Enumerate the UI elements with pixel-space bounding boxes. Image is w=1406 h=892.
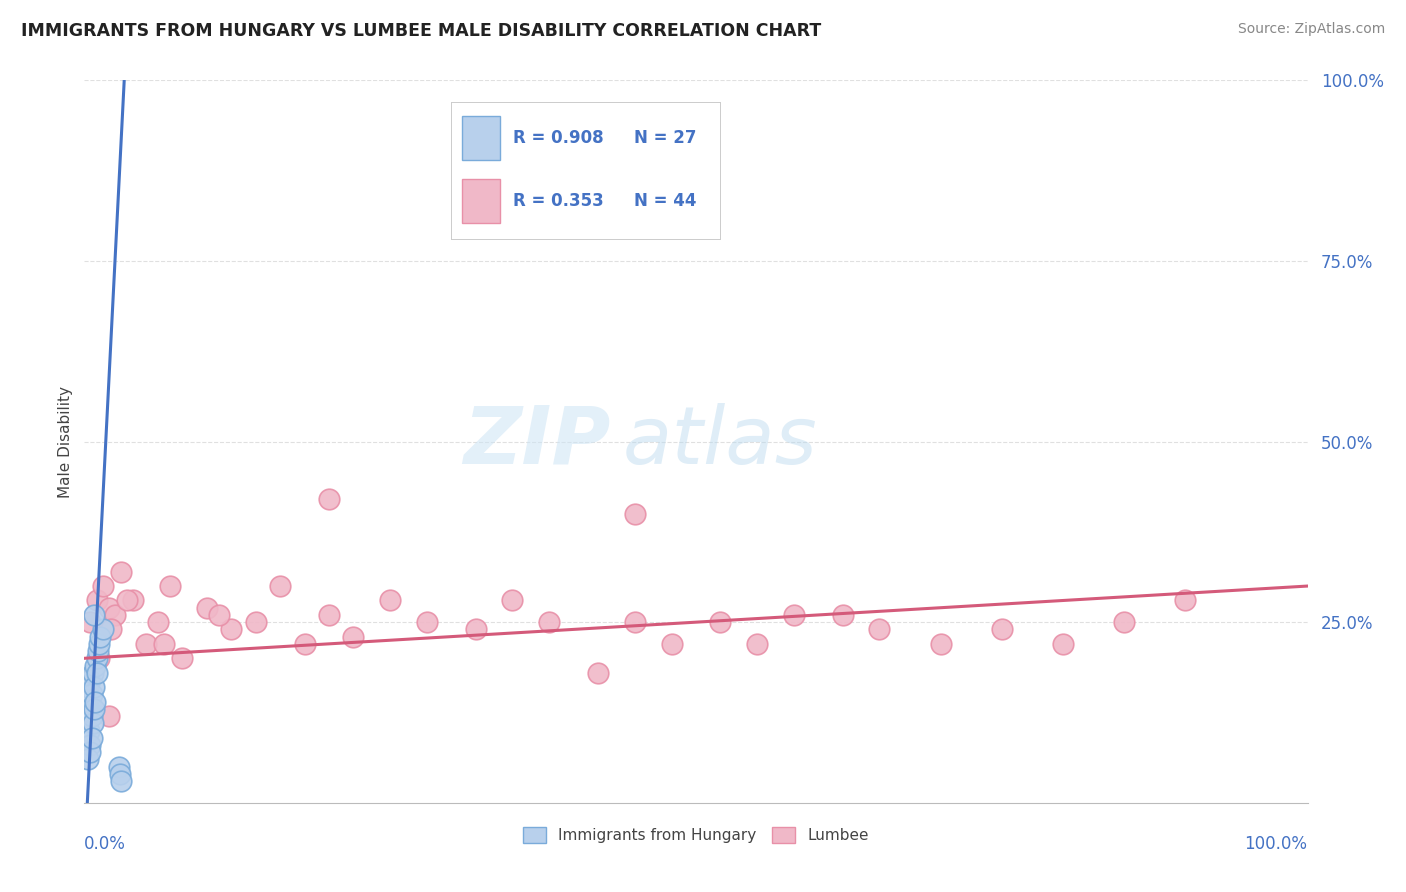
Point [146,615,169,630]
Point [135,637,157,651]
Point [269,579,291,593]
Y-axis label: Male Disability: Male Disability [58,385,73,498]
Point [502,593,524,607]
Point [87,651,110,665]
Point [624,507,647,521]
Point [83,702,105,716]
Point [747,637,769,651]
Point [586,665,609,680]
Point [342,630,364,644]
Point [104,607,127,622]
Point [77,723,100,738]
Legend: Immigrants from Hungary, Lumbee: Immigrants from Hungary, Lumbee [517,822,875,849]
Point [245,615,267,630]
Point [1052,637,1074,651]
Point [97,709,120,723]
Point [380,593,402,607]
Point [115,593,138,607]
Text: ZIP: ZIP [463,402,610,481]
Point [97,600,120,615]
Point [318,492,340,507]
Point [538,615,561,630]
Point [416,615,439,630]
Point [929,637,952,651]
Point [108,767,131,781]
Point [208,607,231,622]
Point [624,615,647,630]
Point [709,615,731,630]
Point [79,738,101,752]
Point [294,637,316,651]
Point [79,615,101,630]
Point [91,579,114,593]
Point [110,565,132,579]
Point [76,695,98,709]
Point [86,665,108,680]
Point [83,607,105,622]
Point [991,623,1014,637]
Point [661,637,683,651]
Point [77,680,100,694]
Point [107,760,129,774]
Point [219,623,242,637]
Point [100,623,122,637]
Point [80,687,103,701]
Point [79,745,101,759]
Point [87,644,110,658]
Point [195,600,218,615]
Point [84,658,107,673]
Point [82,716,104,731]
Point [318,607,340,622]
Text: 100.0%: 100.0% [1244,835,1308,854]
Text: 0.0%: 0.0% [84,835,127,854]
Text: IMMIGRANTS FROM HUNGARY VS LUMBEE MALE DISABILITY CORRELATION CHART: IMMIGRANTS FROM HUNGARY VS LUMBEE MALE D… [21,22,821,40]
Point [77,752,100,766]
Point [91,623,114,637]
Point [869,623,891,637]
Point [1174,593,1197,607]
Point [87,637,110,651]
Point [172,651,194,665]
Point [82,665,104,680]
Point [86,593,108,607]
Point [84,695,107,709]
Point [464,623,486,637]
Point [86,651,108,665]
Point [110,774,132,789]
Text: Source: ZipAtlas.com: Source: ZipAtlas.com [1237,22,1385,37]
Point [783,607,806,622]
Point [79,673,101,687]
Point [83,680,105,694]
Point [159,579,181,593]
Point [153,637,176,651]
Point [122,593,145,607]
Point [831,607,853,622]
Point [80,731,103,745]
Point [77,702,100,716]
Point [1114,615,1136,630]
Point [80,709,103,723]
Text: atlas: atlas [623,402,817,481]
Point [89,630,111,644]
